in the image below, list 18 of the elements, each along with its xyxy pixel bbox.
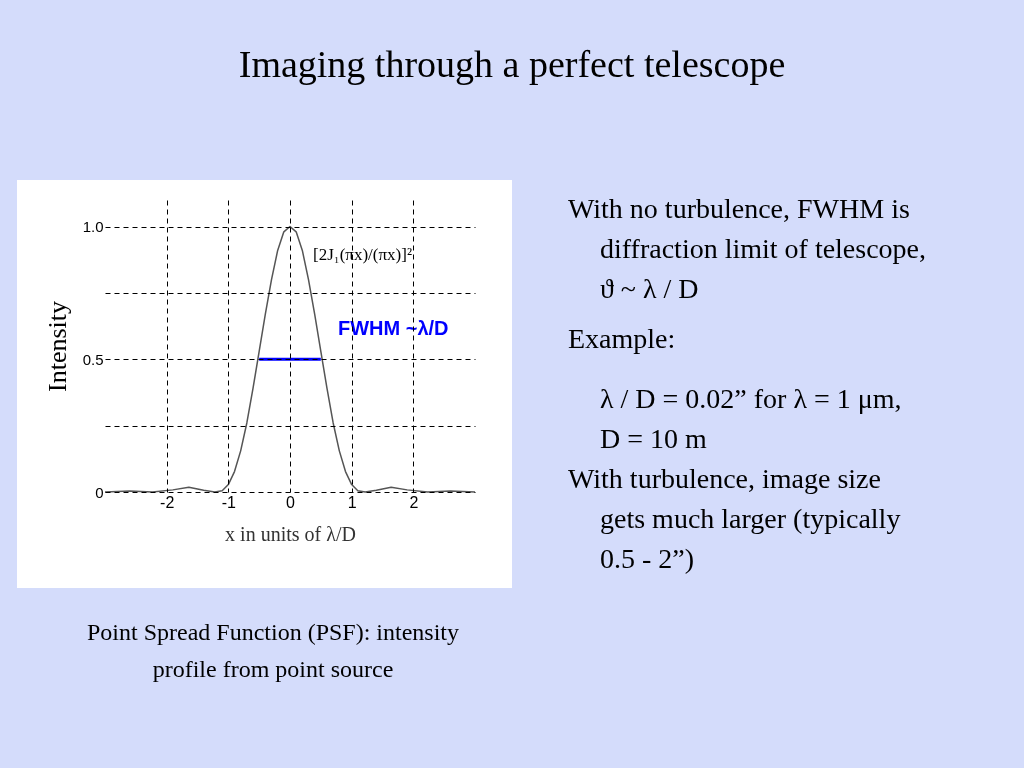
x-tick-label: 1 <box>347 493 357 511</box>
text: Example: <box>568 323 676 354</box>
text: With no turbulence, FWHM is diffraction limit of telescope, ϑ ~ λ / D <box>568 193 927 304</box>
text: Point Spread Function (PSF): intensity profile from point source <box>86 619 460 682</box>
x-tick-label: 2 <box>409 493 419 511</box>
text: With turbulence, image size gets much larger (typically 0.5 - 2”) <box>568 463 901 574</box>
x-tick-label: -2 <box>160 493 175 511</box>
x-axis-title: x in units of λ/D <box>225 522 356 545</box>
line-series <box>104 225 476 493</box>
x-tick-label: -1 <box>221 493 237 511</box>
annotation: [2J₁(πx)/(πx)]² <box>313 245 412 264</box>
y-tick-label: 1.0 <box>82 218 104 236</box>
y-tick-label: 0.5 <box>82 350 104 368</box>
x-tick-label: 0 <box>286 493 296 511</box>
text: λ / D = 0.02” for λ = 1 μm, D = 10 m <box>600 383 902 454</box>
chart-title: Imaging through a perfect telescope <box>238 43 786 85</box>
annotation: FWHM ~λ/D <box>338 317 449 339</box>
y-axis-title: Intensity <box>42 301 72 392</box>
